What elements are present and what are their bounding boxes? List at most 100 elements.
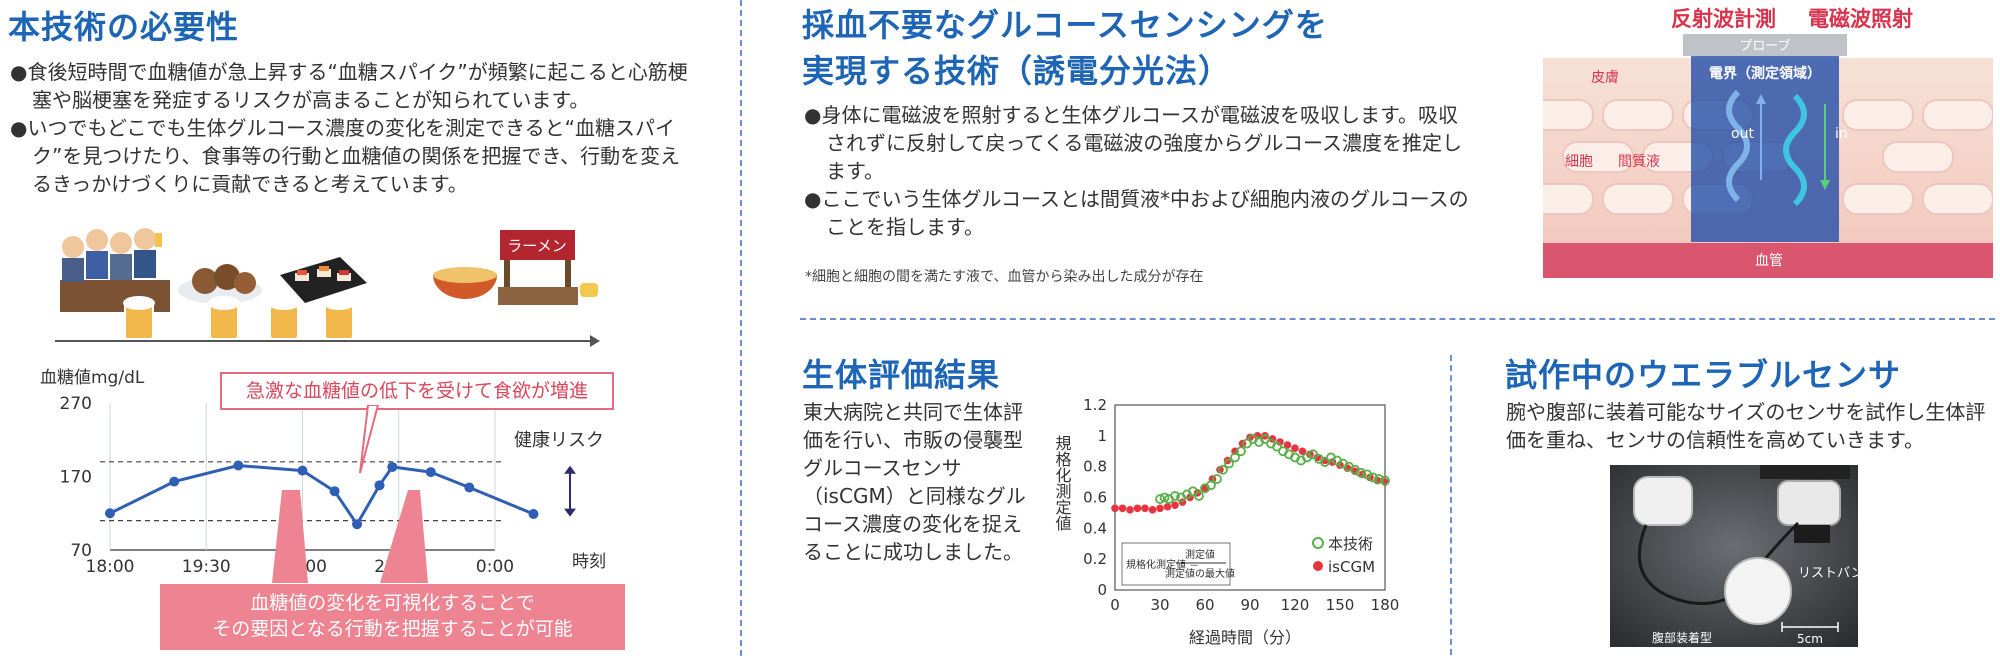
health-risk-arrow-down <box>564 508 576 517</box>
iscgm-point <box>1261 432 1269 440</box>
health-risk-label: 健康リスク <box>514 430 604 451</box>
section-title-wearable: 試作中のウエラブルセンサ <box>1505 356 1902 394</box>
this-tech-point <box>1260 434 1270 444</box>
cell-label: 細胞 <box>1565 154 1593 170</box>
norm-x-tick: 60 <box>1195 596 1214 614</box>
technology-bullet-1: ●身体に電磁波を照射すると生体グルコースが電磁波を吸収します。吸収されずに反射し… <box>804 103 1462 183</box>
people-group-icon <box>60 228 170 312</box>
divider-right <box>1450 355 1452 655</box>
appetite-callout: 急激な血糖値の低下を受けて食欲が増進 <box>220 372 614 410</box>
norm-x-tick: 120 <box>1281 596 1310 614</box>
vessel-label: 血管 <box>1755 253 1783 269</box>
formula-numerator: 測定値 <box>1185 548 1215 561</box>
legend-this-tech: 本技術 <box>1328 535 1373 553</box>
glucose-point <box>352 519 363 530</box>
glucose-point <box>297 465 308 476</box>
norm-x-tick: 30 <box>1150 596 1169 614</box>
normalization-formula-box: 規格化測定値 ＝ 測定値 測定値の最大値 <box>1121 542 1235 586</box>
glucose-point <box>233 460 244 471</box>
norm-plot-frame <box>1114 404 1386 591</box>
wearable-text: 腕や腹部に装着可能なサイズのセンサを試作し生体評価を重ね、センサの信頼性を高めて… <box>1506 400 1986 452</box>
normalized-glucose-chart: 規格化測定値 経過時間（分） 0 30 60 90 120 150 180 0 0.2 0.4 0.… <box>1053 396 1400 647</box>
glucose-y-tick: 170 <box>60 468 92 488</box>
section-title-evaluation: 生体評価結果 <box>802 356 1001 394</box>
iscgm-point <box>1141 504 1149 513</box>
emit-wave-label: 電磁波照射 <box>1808 7 1913 31</box>
norm-x-axis-label: 経過時間（分） <box>1189 628 1301 647</box>
visualize-callout-line-1: 血糖値の変化を可視化することで <box>250 592 535 614</box>
glucose-point <box>169 476 180 487</box>
this-tech-point <box>1320 457 1330 467</box>
norm-x-tick: 90 <box>1240 596 1259 614</box>
health-risk-arrow-up <box>564 465 576 474</box>
this-tech-point <box>1206 480 1216 491</box>
this-tech-point <box>1224 458 1234 469</box>
this-tech-point <box>1242 438 1252 449</box>
ramen-sign-text: ラーメン <box>507 237 566 255</box>
iscgm-point <box>1291 444 1299 452</box>
this-tech-point <box>1188 486 1198 497</box>
glucose-x-unit-label: 時刻 <box>572 552 606 572</box>
glucose-point <box>464 482 475 493</box>
ramen-bowl-icon <box>433 267 497 299</box>
wearable-sensor-photo: リストバンド型 腹部装着型 5cm <box>1610 465 1858 647</box>
glucose-y-tick: 70 <box>70 541 92 561</box>
iscgm-point <box>1283 441 1292 449</box>
this-tech-point <box>1155 494 1165 504</box>
iscgm-point <box>1148 506 1157 514</box>
formula-denominator: 測定値の最大値 <box>1165 567 1235 580</box>
reflect-measure-label: 反射波計測 <box>1671 7 1776 31</box>
norm-y-tick: 0.4 <box>1083 519 1107 537</box>
glucose-point <box>528 508 539 519</box>
norm-y-axis-label: 規格化測定値 <box>1053 435 1072 531</box>
iscgm-point <box>1171 501 1179 510</box>
evaluation-text: 東大病院と共同で生体評価を行い、市販の侵襲型グルコースセンサ（isCGM）と同様… <box>803 400 1026 564</box>
interstitial-label: 間質液 <box>1618 154 1660 170</box>
sushi-plate-icon <box>280 257 367 303</box>
technology-bullet-2: ●ここでいう生体グルコースとは間質液*中および細胞内液のグルコースのことを指しま… <box>804 187 1469 239</box>
necessity-bullet-2: ●いつでもどこでも生体グルコース濃度の変化を測定できると“血糖スパイク”を見つけ… <box>10 116 681 196</box>
probe-label: プローブ <box>1739 38 1790 54</box>
norm-x-tick: 180 <box>1371 596 1400 614</box>
norm-y-tick: 0.6 <box>1083 489 1107 507</box>
iscgm-point <box>1216 465 1224 474</box>
this-tech-point <box>1380 475 1390 486</box>
divider-horizontal <box>800 318 1995 320</box>
glucose-point <box>425 467 436 478</box>
norm-y-tick: 1 <box>1097 427 1107 445</box>
wristband-label: リストバンド型 <box>1798 566 1858 581</box>
this-tech-point <box>1170 491 1180 501</box>
interstitial-footnote: *細胞と細胞の間を満たす液で、血管から染み出した成分が存在 <box>805 269 1204 285</box>
technology-title-line-1: 採血不要なグルコースセンシングを <box>802 6 1328 44</box>
this-tech-point <box>1212 474 1222 484</box>
glucose-point <box>105 508 115 519</box>
divider-left <box>740 0 742 656</box>
norm-x-tick: 0 <box>1110 596 1120 614</box>
glucose-point <box>387 461 398 472</box>
this-tech-point <box>1356 467 1366 478</box>
glucose-x-tick: 0:00 <box>476 557 514 575</box>
glucose-y-axis-label: 血糖値mg/dL <box>40 368 145 388</box>
this-tech-point <box>1159 492 1170 503</box>
glucose-x-tick: 18:00 <box>86 557 135 575</box>
callout-pointers <box>272 405 428 583</box>
norm-y-tick: 1.2 <box>1083 396 1107 414</box>
norm-y-tick: 0.2 <box>1083 550 1107 568</box>
iscgm-point <box>1276 438 1284 446</box>
this-tech-point <box>1194 491 1204 501</box>
formula-left: 規格化測定値 ＝ <box>1126 558 1199 571</box>
norm-legend: 本技術 isCGM <box>1312 535 1375 576</box>
iscgm-point <box>1111 504 1119 513</box>
technology-title-line-2: 実現する技術（誘電分光法） <box>802 52 1232 90</box>
visualize-callout-line-2: その要因となる行動を把握することが可能 <box>212 618 573 640</box>
iscgm-point <box>1126 506 1134 514</box>
iscgm-point <box>1133 504 1142 513</box>
ramen-stall-icon: ラーメン <box>498 230 578 305</box>
dielectric-sensing-diagram: 反射波計測 電磁波照射 プローブ 電界（測定領域） out in 皮膚 細胞 間… <box>1543 7 1993 278</box>
field-label: 電界（測定領域） <box>1709 65 1821 82</box>
lifestyle-illustration: ラーメン <box>55 228 600 347</box>
norm-y-tick: 0 <box>1097 581 1107 599</box>
legend-iscgm: isCGM <box>1328 558 1375 576</box>
norm-y-tick: 0.8 <box>1083 458 1107 476</box>
out-label: out <box>1731 126 1754 142</box>
